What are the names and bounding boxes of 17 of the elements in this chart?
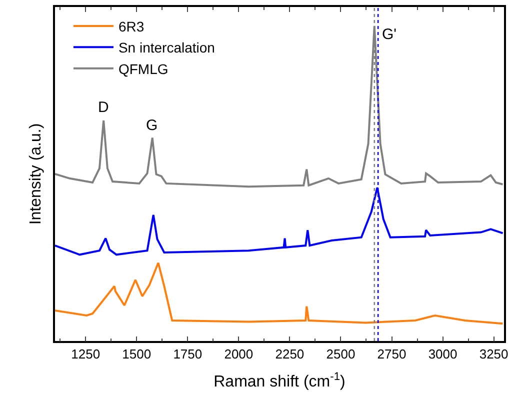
x-tick-label: 1250	[71, 346, 100, 362]
annotation: G	[146, 117, 158, 134]
x-tick-label: 2250	[275, 346, 304, 362]
x-tick-label: 2500	[326, 346, 356, 362]
x-tick-label: 1750	[173, 346, 202, 362]
x-tick-label: 1500	[122, 346, 152, 362]
x-tick-label: 2000	[224, 346, 254, 362]
annotation: G'	[382, 26, 397, 43]
legend-label: 6R3	[118, 18, 144, 34]
x-axis-title: Raman shift (cm$^{-1}$)	[214, 370, 346, 391]
y-axis-title: Intensity (a.u.)	[28, 123, 45, 225]
x-tick-label: 2750	[377, 346, 406, 362]
x-tick-label: 3250	[479, 346, 508, 362]
legend-label: QFMLG	[118, 60, 168, 77]
x-tick-label: 3000	[428, 346, 458, 362]
annotation: D	[98, 99, 109, 116]
legend-label: Sn intercalation	[118, 40, 215, 56]
